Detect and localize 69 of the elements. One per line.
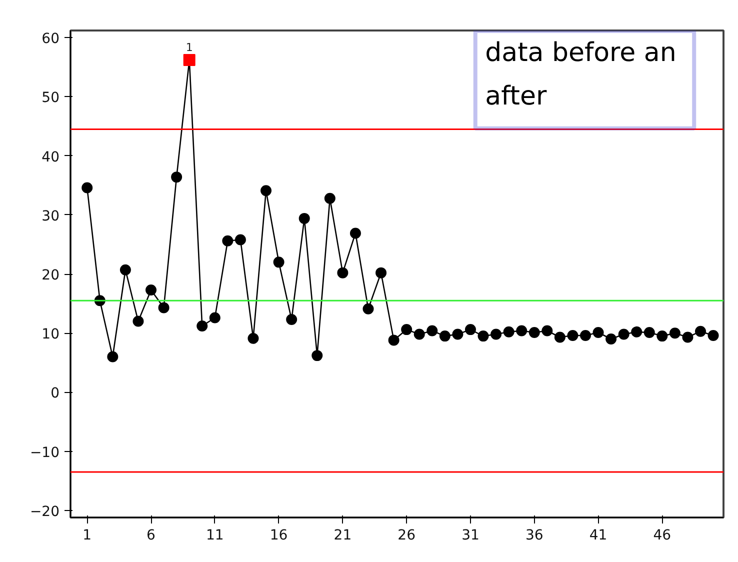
point: [350, 228, 361, 239]
point: [401, 324, 412, 336]
point: [490, 328, 502, 340]
point: [618, 328, 630, 340]
x-tick-label: 1: [82, 528, 92, 544]
point: [146, 284, 157, 296]
point: [414, 328, 425, 340]
point: [554, 332, 566, 343]
x-tick-label: 26: [398, 528, 416, 544]
y-tick-label: 20: [42, 268, 60, 284]
x-tick-label: 31: [462, 528, 480, 544]
point: [209, 312, 220, 324]
point: [222, 235, 234, 246]
x-tick-label: 36: [525, 528, 544, 544]
point: [388, 334, 400, 346]
point: [82, 182, 93, 194]
y-tick-label: 40: [42, 149, 60, 166]
point: [464, 324, 476, 336]
x-tick-label: 41: [589, 528, 608, 544]
point: [171, 172, 182, 183]
y-tick-label: −20: [30, 504, 60, 520]
x-tick-label: 16: [270, 528, 288, 544]
y-tick-label: 50: [42, 90, 60, 106]
point: [439, 330, 450, 342]
point: [580, 330, 591, 341]
point: [708, 330, 719, 341]
point: [567, 330, 578, 341]
point: [528, 327, 540, 338]
point: [234, 234, 246, 246]
point: [644, 327, 655, 338]
annotation: data before an after: [485, 38, 676, 112]
point: [631, 326, 642, 338]
point: [248, 332, 259, 344]
point: [478, 330, 489, 342]
x-tick-label: 46: [653, 528, 672, 544]
y-tick-label: 10: [42, 326, 60, 343]
point: [158, 302, 170, 314]
point: [376, 267, 387, 278]
point: [606, 334, 617, 344]
y-tick-label: −10: [30, 444, 60, 461]
point: [452, 328, 464, 340]
point: [120, 264, 131, 276]
point: [695, 326, 706, 337]
point: [260, 185, 272, 196]
point: [324, 192, 336, 204]
y-tick-label: 30: [42, 208, 60, 224]
point: [132, 316, 144, 327]
x-tick-label: 21: [334, 528, 352, 544]
x-tick-label: 11: [206, 528, 224, 544]
point: [656, 330, 668, 342]
point: [682, 332, 694, 343]
point: [337, 267, 348, 278]
point: [312, 350, 323, 362]
point: [362, 303, 374, 314]
point: [298, 212, 310, 224]
point: [592, 327, 604, 338]
point: [286, 314, 298, 325]
point: [669, 328, 680, 339]
annotation: 1: [186, 41, 193, 54]
point: [196, 320, 208, 332]
y-tick-label: 60: [42, 31, 60, 48]
point: [107, 351, 118, 362]
point: [273, 256, 284, 268]
point: [503, 326, 514, 338]
x-tick-label: 6: [146, 528, 156, 544]
y-tick-label: 0: [50, 386, 60, 402]
point: [426, 325, 438, 336]
point: [542, 325, 553, 336]
point: [516, 325, 528, 336]
